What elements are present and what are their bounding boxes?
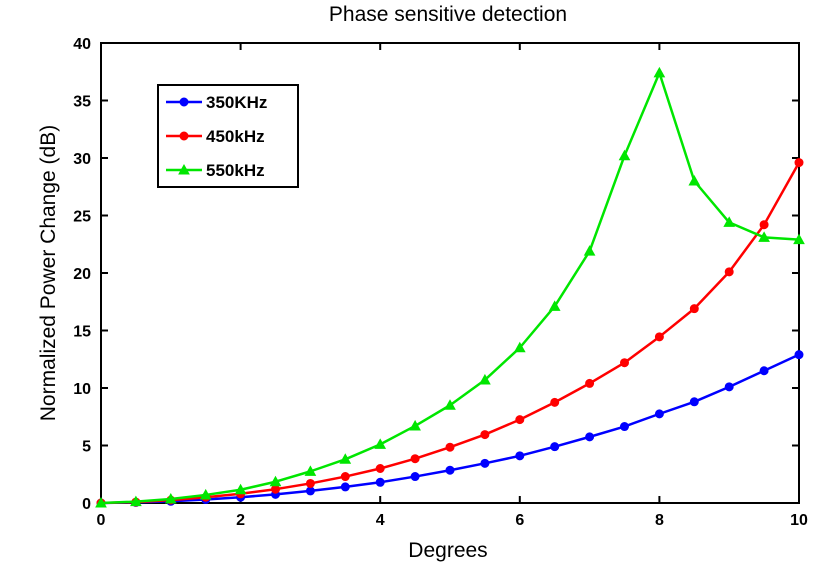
x-tick-label: 6 (515, 512, 524, 529)
data-point-550khz (234, 483, 247, 495)
data-point-350khz (515, 451, 525, 461)
data-point-350khz (550, 442, 560, 452)
y-tick-label: 35 (73, 94, 91, 111)
data-point-450khz (410, 454, 420, 464)
legend-label-550khz: 550kHz (206, 161, 265, 180)
data-point-350khz (585, 432, 595, 442)
legend-marker-350khz (179, 97, 189, 107)
data-point-350khz (724, 382, 734, 392)
data-point-350khz (620, 422, 629, 432)
data-point-550khz (513, 341, 526, 353)
data-point-350khz (654, 409, 664, 419)
data-point-350khz (480, 458, 490, 468)
data-point-350khz (410, 472, 420, 482)
data-point-450khz (759, 220, 769, 230)
y-tick-label: 30 (73, 151, 91, 168)
x-tick-label: 8 (655, 512, 664, 529)
data-point-550khz (339, 453, 352, 464)
data-point-550khz (479, 373, 491, 385)
data-point-450khz (689, 304, 699, 314)
chart-title: Phase sensitive detection (329, 3, 567, 26)
data-point-550khz (548, 300, 561, 311)
data-point-550khz (95, 496, 107, 508)
x-tick-label: 10 (790, 512, 808, 529)
data-point-450khz (654, 332, 664, 342)
data-point-550khz (723, 216, 736, 227)
data-point-350khz (375, 477, 385, 487)
y-tick-label: 0 (82, 496, 91, 513)
data-point-450khz (724, 267, 734, 277)
series-line-450khz (100, 161, 801, 505)
y-tick-label: 40 (73, 36, 91, 53)
legend-label-350khz: 350KHz (206, 93, 267, 112)
data-point-550khz (269, 475, 282, 487)
data-point-550khz (304, 465, 317, 476)
legend-marker-450khz (179, 131, 189, 141)
plot-area: 0 2 4 6 8 10 0 5 10 15 20 25 30 35 40 (73, 36, 808, 529)
data-point-450khz (550, 397, 560, 407)
y-tick-label: 10 (73, 381, 91, 398)
data-point-350khz (794, 350, 804, 360)
data-point-350khz (305, 486, 315, 496)
data-point-550khz (164, 492, 177, 504)
y-tick-label: 25 (73, 209, 91, 226)
y-tick-label: 20 (73, 266, 91, 283)
data-point-450khz (585, 378, 595, 388)
x-tick-label: 2 (236, 512, 245, 529)
data-point-450khz (620, 358, 629, 368)
data-point-550khz (758, 231, 770, 242)
data-point-550khz (374, 438, 387, 449)
data-point-450khz (515, 415, 525, 425)
data-point-550khz (688, 174, 701, 186)
legend: 350KHz 450kHz 550kHz (157, 84, 299, 188)
data-point-550khz (130, 495, 142, 507)
series-line-350khz (100, 353, 800, 505)
data-point-450khz (480, 430, 490, 440)
data-point-450khz (305, 478, 315, 488)
y-tick-label: 15 (73, 324, 91, 341)
data-point-450khz (375, 464, 385, 473)
data-point-550khz (653, 66, 666, 78)
data-point-550khz (583, 245, 596, 256)
data-point-550khz (409, 419, 421, 431)
data-point-350khz (689, 397, 699, 407)
legend-marker-550khz (178, 163, 190, 175)
data-point-350khz (759, 366, 769, 376)
x-tick-label: 0 (97, 512, 106, 529)
y-tick-label: 5 (82, 439, 91, 456)
legend-label-450khz: 450kHz (206, 127, 265, 146)
data-point-350khz (340, 482, 350, 492)
data-point-450khz (445, 442, 455, 452)
data-point-450khz (271, 484, 280, 494)
x-tick-label: 4 (376, 512, 385, 529)
y-axis-label: Normalized Power Change (dB) (37, 125, 60, 421)
data-point-450khz (794, 158, 804, 168)
data-point-550khz (793, 233, 805, 245)
data-point-550khz (199, 488, 212, 500)
x-axis-label: Degrees (408, 539, 487, 562)
data-point-550khz (444, 399, 456, 410)
data-point-450khz (340, 472, 350, 482)
data-point-550khz (618, 149, 631, 161)
data-point-350khz (445, 465, 455, 475)
